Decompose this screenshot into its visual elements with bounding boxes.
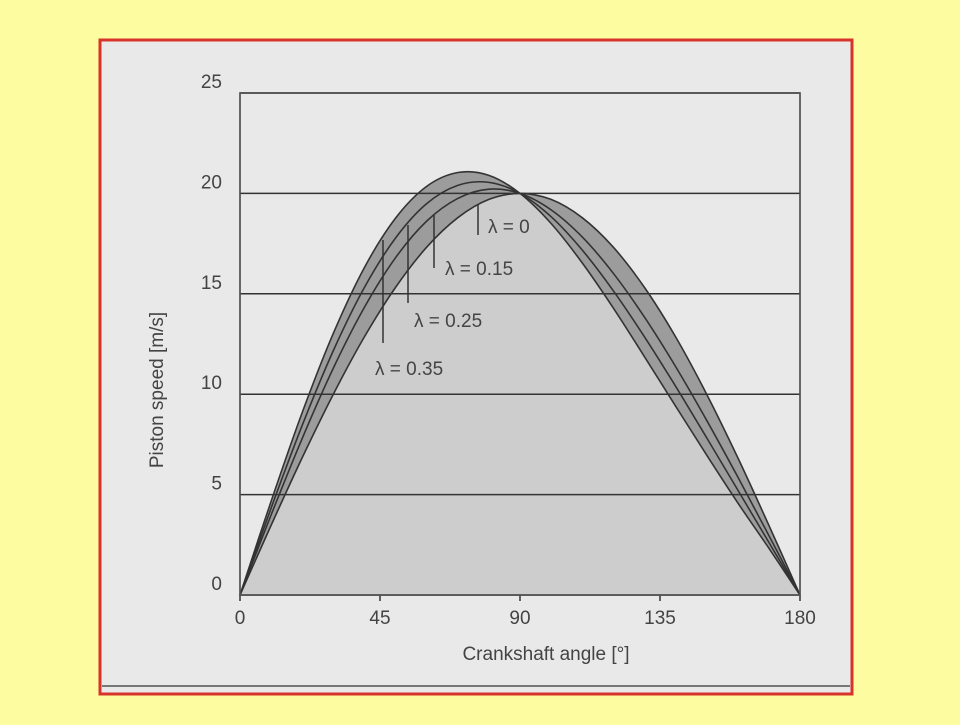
y-tick-label: 0 xyxy=(211,574,222,595)
x-tick-label: 0 xyxy=(235,608,246,629)
x-tick-label: 90 xyxy=(509,608,530,629)
plot-border xyxy=(239,92,801,596)
y-tick-label: 5 xyxy=(211,474,222,495)
y-tick-label: 25 xyxy=(201,72,222,93)
x-tick-label: 180 xyxy=(784,608,816,629)
line xyxy=(239,180,801,596)
y-tick-label: 20 xyxy=(201,172,222,193)
series-label: λ = 0 xyxy=(488,217,530,238)
y-tick-label: 15 xyxy=(201,273,222,294)
series-label: λ = 0.25 xyxy=(414,311,482,332)
y-axis-label: Piston speed [m/s] xyxy=(147,312,168,468)
series-label: λ = 0.15 xyxy=(445,259,513,280)
y-tick-label: 10 xyxy=(201,373,222,394)
line xyxy=(239,170,801,596)
series-label: λ = 0.35 xyxy=(375,359,443,380)
x-axis-label: Crankshaft angle [°] xyxy=(462,644,629,665)
x-tick-label: 135 xyxy=(644,608,676,629)
x-tick-label: 45 xyxy=(369,608,390,629)
